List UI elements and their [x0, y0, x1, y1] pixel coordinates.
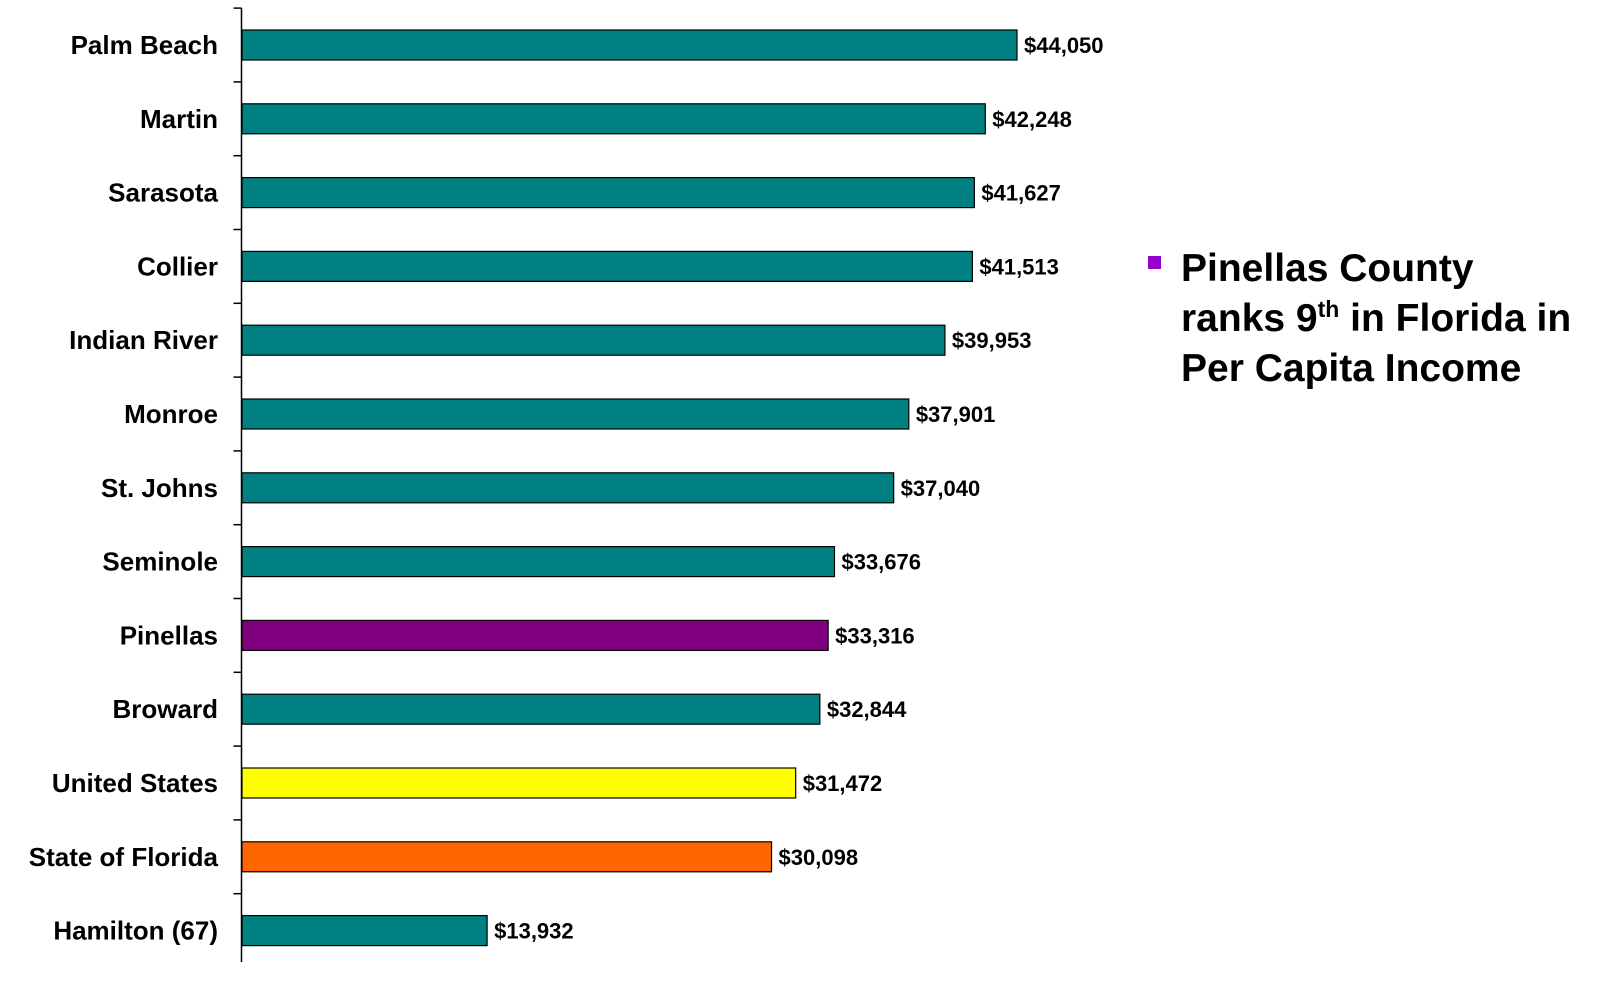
- data-label: $37,040: [901, 476, 981, 501]
- category-label: Collier: [137, 251, 218, 281]
- bar: [241, 324, 946, 356]
- bar: [241, 619, 829, 652]
- data-label: $33,316: [835, 623, 915, 648]
- data-label: $13,932: [494, 919, 574, 944]
- category-label: Indian River: [69, 325, 218, 355]
- data-label: $41,513: [979, 254, 1059, 279]
- data-label: $44,050: [1024, 33, 1104, 58]
- bullet-square-icon: [1148, 256, 1161, 269]
- category-label: Seminole: [102, 547, 218, 577]
- bar: [241, 472, 895, 504]
- data-label: $39,953: [952, 328, 1032, 353]
- category-label: Broward: [113, 694, 218, 724]
- ranking-callout: Pinellas County ranks 9th in Florida in …: [1148, 244, 1588, 394]
- data-label: $31,472: [803, 771, 883, 796]
- data-label: $32,844: [827, 697, 907, 722]
- bar: [241, 250, 973, 282]
- data-label: $30,098: [779, 845, 859, 870]
- category-label: Monroe: [124, 399, 218, 429]
- data-label: $41,627: [981, 181, 1061, 206]
- bar: [241, 398, 910, 430]
- bar: [241, 841, 773, 873]
- category-label: State of Florida: [29, 842, 219, 872]
- callout-text: Pinellas County ranks 9th in Florida in …: [1181, 244, 1588, 394]
- bar: [241, 29, 1018, 61]
- data-label: $33,676: [841, 550, 921, 575]
- bar: [241, 693, 821, 725]
- category-label: St. Johns: [101, 473, 218, 503]
- category-label: Palm Beach: [71, 30, 218, 60]
- bar: [241, 177, 975, 209]
- bar: [241, 545, 836, 578]
- bar: [241, 914, 488, 947]
- category-label: Pinellas: [120, 620, 218, 650]
- callout-text-before: Pinellas County ranks 9: [1181, 247, 1474, 340]
- category-label: United States: [52, 768, 218, 798]
- bar: [241, 103, 986, 135]
- callout-text-after: in Florida in Per Capita Income: [1181, 297, 1572, 390]
- data-label: $42,248: [992, 107, 1072, 132]
- category-label: Sarasota: [108, 178, 218, 208]
- data-label: $37,901: [916, 402, 996, 427]
- category-label: Martin: [140, 104, 218, 134]
- bar: [241, 767, 797, 799]
- callout-superscript: th: [1317, 296, 1340, 322]
- category-label: Hamilton (67): [53, 916, 218, 946]
